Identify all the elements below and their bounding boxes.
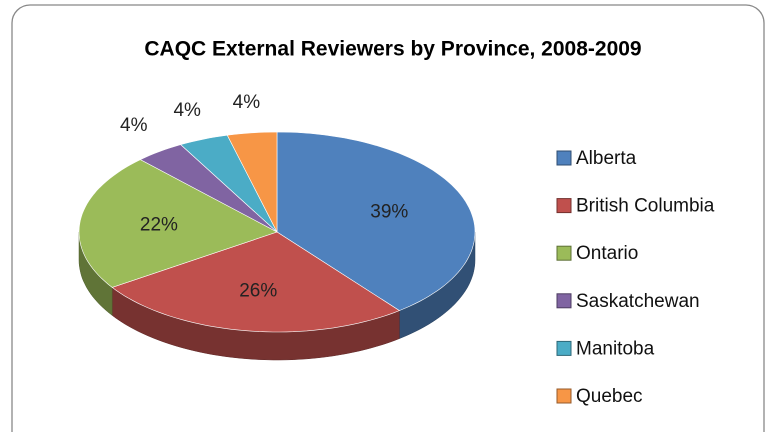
slice: [276, 131, 476, 311]
legend-label: Quebec: [576, 386, 643, 407]
legend-swatch: [556, 198, 572, 214]
slice: [226, 131, 278, 233]
legend-label: Ontario: [576, 243, 638, 264]
data-label: 4%: [233, 92, 261, 113]
slice: [78, 159, 278, 288]
chart-title: CAQC External Reviewers by Province, 200…: [144, 38, 641, 61]
legend-swatch: [556, 293, 572, 309]
slice: [111, 231, 401, 333]
legend-swatch: [556, 388, 572, 404]
data-label: 39%: [370, 201, 408, 222]
data-label: 4%: [120, 115, 148, 136]
data-label: 4%: [173, 100, 201, 121]
legend-label: British Columbia: [576, 196, 715, 217]
slice: [139, 144, 278, 233]
legend-swatch: [556, 245, 572, 261]
data-label: 22%: [140, 214, 178, 235]
legend-label: Manitoba: [576, 338, 655, 359]
legend-label: Alberta: [576, 148, 637, 169]
legend-swatch: [556, 150, 572, 166]
legend-label: Saskatchewan: [576, 291, 700, 312]
slice: [180, 134, 278, 233]
legend-swatch: [556, 340, 572, 356]
data-label: 26%: [239, 280, 277, 301]
